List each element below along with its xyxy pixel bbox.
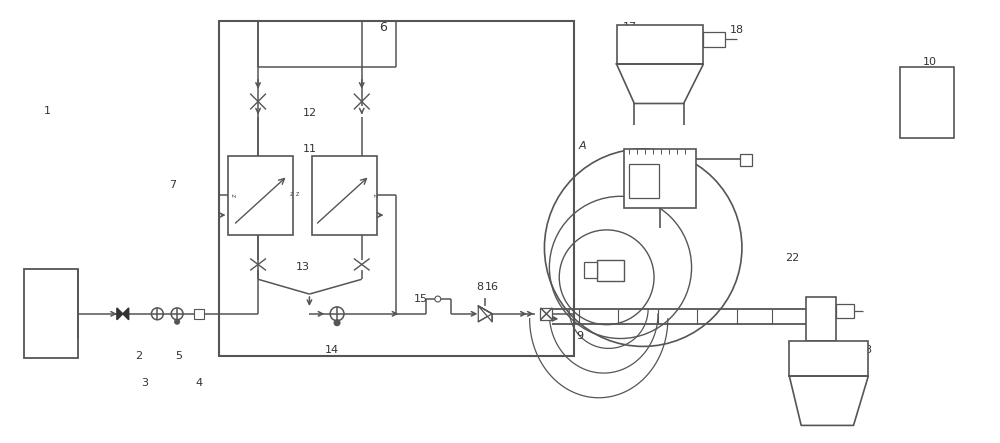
Text: A: A <box>578 141 586 151</box>
Polygon shape <box>478 306 492 322</box>
Text: 15: 15 <box>414 294 428 304</box>
Text: 1: 1 <box>44 106 51 117</box>
Text: 13: 13 <box>296 262 310 272</box>
Text: z: z <box>231 194 237 197</box>
Text: 23: 23 <box>858 346 872 355</box>
Text: 7: 7 <box>169 180 176 190</box>
Bar <box>597 260 624 281</box>
Text: 8: 8 <box>477 282 484 292</box>
Bar <box>617 24 703 64</box>
Circle shape <box>171 308 183 320</box>
Text: 10: 10 <box>923 57 937 67</box>
Text: z z: z z <box>290 191 299 197</box>
Bar <box>624 149 696 208</box>
Text: 12: 12 <box>302 109 316 118</box>
Text: 9: 9 <box>576 330 584 341</box>
Text: 2: 2 <box>135 351 142 361</box>
Circle shape <box>151 308 163 320</box>
Text: 11: 11 <box>302 144 316 154</box>
Bar <box>24 269 78 358</box>
Text: 14: 14 <box>325 346 339 355</box>
Text: 16: 16 <box>485 282 499 292</box>
Polygon shape <box>478 306 492 322</box>
Text: 6: 6 <box>380 21 387 34</box>
Bar <box>228 156 293 235</box>
Bar <box>740 154 752 166</box>
Bar <box>703 32 725 47</box>
Bar <box>836 304 854 318</box>
Circle shape <box>334 320 340 326</box>
Polygon shape <box>117 308 123 320</box>
Text: 3: 3 <box>141 378 148 388</box>
Text: 22: 22 <box>785 253 799 263</box>
Bar <box>219 20 574 356</box>
Polygon shape <box>789 376 868 425</box>
Text: 18: 18 <box>730 25 744 35</box>
Text: 4: 4 <box>195 378 202 388</box>
Bar <box>806 297 836 342</box>
Circle shape <box>435 296 441 302</box>
Bar <box>312 156 377 235</box>
Text: 5: 5 <box>176 351 183 361</box>
Polygon shape <box>123 308 129 320</box>
Bar <box>584 263 597 278</box>
Bar <box>900 67 954 138</box>
Bar <box>194 309 204 319</box>
Polygon shape <box>617 64 703 104</box>
Text: 17: 17 <box>623 23 637 32</box>
Circle shape <box>175 319 180 324</box>
Bar <box>540 308 552 320</box>
Bar <box>629 164 659 198</box>
Circle shape <box>330 307 344 321</box>
Bar <box>789 342 868 376</box>
Text: z: z <box>374 194 380 197</box>
